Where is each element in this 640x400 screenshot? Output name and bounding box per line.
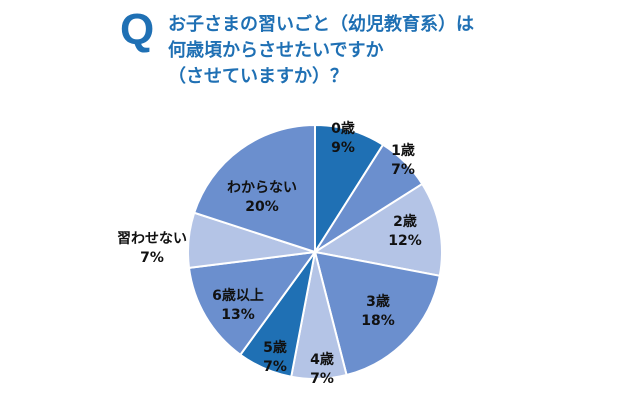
slice-label-9: わからない	[227, 180, 297, 196]
slice-value-5: 7%	[310, 371, 334, 387]
slice-label-8: 習わせない	[117, 231, 187, 247]
question-line-3: （させていますか）？	[168, 66, 348, 87]
question-line-2: 何歳頃からさせたいですか	[168, 40, 384, 61]
slice-value-8: 7%	[140, 250, 164, 266]
slice-label-1: 0歳	[331, 120, 355, 137]
slice-label-6: 5歳	[263, 339, 287, 356]
pie-slice-7	[187, 250, 318, 357]
slice-value-6: 7%	[263, 359, 287, 375]
slice-value-7: 13%	[221, 307, 255, 323]
question-text: お子さまの習いごと（幼児教育系）は 何歳頃からさせたいですか （させていますか）…	[168, 12, 588, 90]
slice-label-4: 3歳	[366, 293, 390, 310]
slice-label-3: 2歳	[393, 213, 417, 230]
pie-slice-4	[313, 250, 441, 377]
slice-label-5: 4歳	[310, 351, 334, 368]
slice-value-1: 9%	[331, 140, 355, 156]
pie-slice-3	[312, 182, 443, 277]
slice-label-2: 1歳	[391, 142, 415, 159]
slice-value-3: 12%	[388, 233, 422, 249]
slice-value-4: 18%	[361, 313, 395, 329]
slice-value-2: 7%	[391, 162, 415, 178]
question-line-1: お子さまの習いごと（幼児教育系）は	[168, 14, 474, 35]
pie-slice-9	[192, 123, 316, 254]
slice-label-7: 6歳以上	[212, 287, 264, 304]
slice-value-9: 20%	[245, 199, 279, 215]
question-mark: Q	[120, 5, 155, 54]
